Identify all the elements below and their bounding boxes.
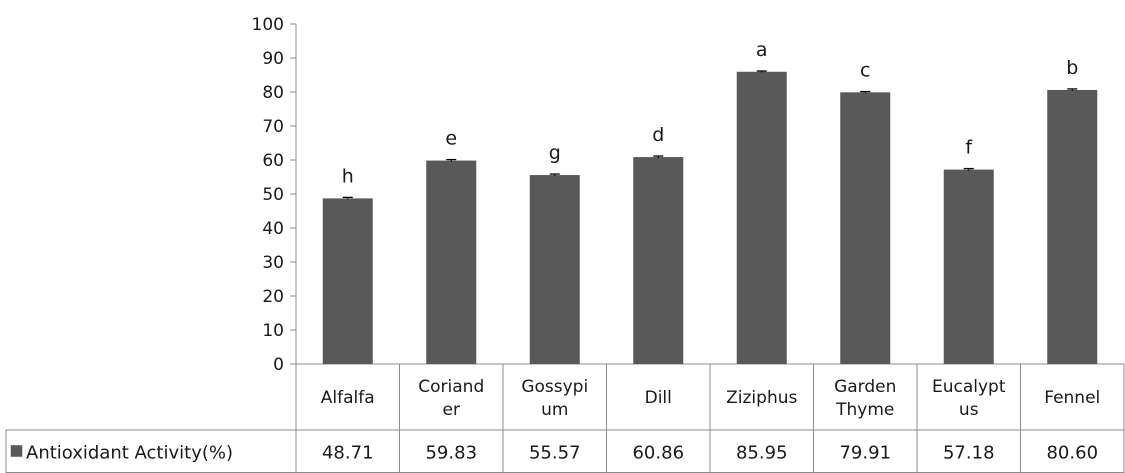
significance-letter: c [860, 59, 870, 81]
y-tick-label: 60 [262, 151, 284, 171]
bar [840, 92, 891, 364]
bar [943, 169, 994, 364]
bar [1047, 89, 1098, 365]
data-label: 48.71 [322, 443, 374, 464]
bar [426, 160, 477, 364]
significance-letter: a [756, 39, 768, 61]
category-label: Alfalfa [321, 388, 375, 408]
y-tick-label: 80 [262, 83, 284, 103]
category-label: Fennel [1044, 388, 1100, 408]
category-label: us [959, 400, 979, 420]
category-label: Garden [834, 377, 896, 397]
y-tick-label: 40 [262, 219, 284, 239]
legend-label: Antioxidant Activity(%) [26, 443, 233, 464]
data-label: 59.83 [425, 443, 477, 464]
category-label: Gossypi [521, 377, 588, 397]
significance-letter: b [1066, 57, 1078, 79]
significance-letter: e [445, 128, 457, 150]
y-tick-label: 0 [273, 355, 284, 375]
data-label: 60.86 [632, 443, 684, 464]
category-label: um [541, 400, 568, 420]
significance-letter: h [342, 165, 354, 187]
category-label: Coriand [418, 377, 484, 397]
significance-letter: d [652, 124, 664, 146]
data-label: 85.95 [736, 443, 788, 464]
bars: h e g d a c f b [322, 39, 1098, 365]
y-tick-label: 100 [252, 15, 284, 35]
bar [736, 71, 787, 365]
data-table: Alfalfa Coriand er Gossypi um Dill Ziziphus Gar… [5, 364, 1125, 473]
bar [322, 198, 373, 364]
y-tick-label: 50 [262, 185, 284, 205]
significance-letter: f [965, 137, 973, 159]
data-label: 57.18 [943, 443, 995, 464]
y-tick-label: 30 [262, 253, 284, 273]
data-label: 80.60 [1046, 443, 1098, 464]
significance-letter: g [549, 142, 561, 164]
category-label: Thyme [835, 400, 894, 420]
category-label: Eucalypt [932, 377, 1006, 397]
y-tick-label: 20 [262, 287, 284, 307]
category-label: Dill [645, 388, 672, 408]
bar [633, 157, 684, 364]
data-label: 79.91 [839, 443, 891, 464]
category-label: er [443, 400, 460, 420]
y-tick-label: 10 [262, 321, 284, 341]
y-tick-label: 90 [262, 49, 284, 69]
bar [529, 175, 580, 364]
legend-swatch [10, 445, 23, 457]
data-label: 55.57 [529, 443, 581, 464]
y-tick-label: 70 [262, 117, 284, 137]
category-label: Ziziphus [726, 388, 797, 408]
